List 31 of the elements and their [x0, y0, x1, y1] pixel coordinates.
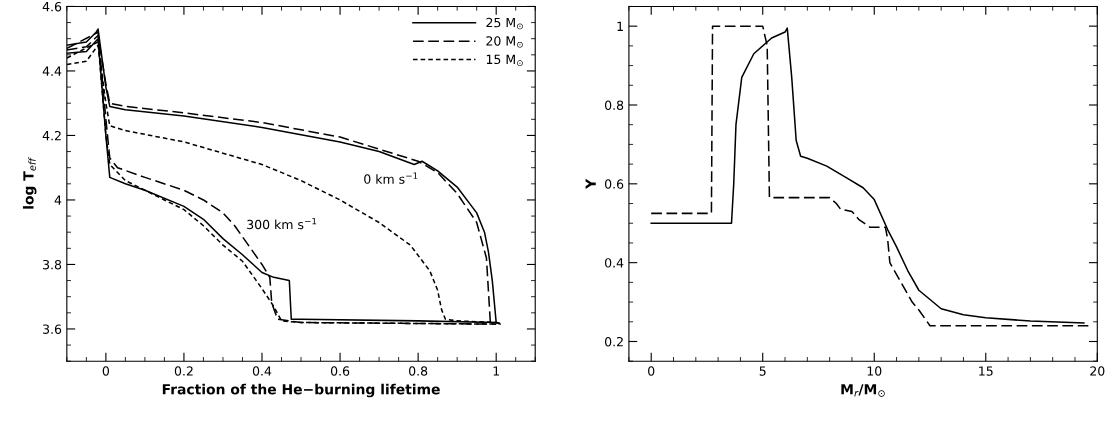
legend-label: 20 M$_{⊙}$ [486, 36, 523, 48]
x-tick-label: 15 [979, 366, 993, 376]
x-tick-label: 0 [102, 366, 110, 376]
annotation: 300 km s$^{−1}$ [247, 217, 317, 230]
y-tick-label: 0.8 [604, 100, 624, 110]
y-tick-label: 4 [54, 195, 62, 205]
y-tick-label: 1 [617, 21, 623, 31]
legend-label: 25 M$_{⊙}$ [486, 17, 523, 30]
x-tick-label: 0.2 [174, 366, 193, 376]
y-tick-label: 3.6 [43, 324, 62, 334]
x-axis-title: Fraction of the He−burning lifetime [162, 383, 440, 398]
x-tick-label: 20 [1090, 366, 1105, 376]
x-tick-label: 0 [648, 366, 655, 376]
y-tick-label: 0.6 [604, 179, 624, 189]
y-tick-label: 0.4 [604, 258, 624, 268]
y-tick-label: 0.2 [604, 336, 623, 347]
x-tick-label: 1 [493, 366, 500, 376]
y-tick-label: 4.6 [42, 1, 62, 12]
x-axis-title: M$_{r}$/M$_{⊙}$ [841, 384, 885, 397]
x-tick-label: 5 [759, 366, 766, 376]
y-tick-label: 4.2 [42, 130, 61, 141]
y-axis-title: log T$_{eff}$ [22, 157, 37, 209]
y-tick-label: 3.8 [43, 259, 62, 270]
annotation: 0 km s$^{−1}$ [364, 172, 418, 184]
x-tick-label: 0.4 [252, 366, 272, 376]
y-axis-title: Y [585, 178, 596, 189]
x-tick-label: 10 [867, 366, 882, 376]
x-tick-label: 0.8 [409, 366, 428, 376]
legend-label: 15 M$_{⊙}$ [486, 54, 523, 67]
y-tick-label: 4.4 [42, 66, 62, 76]
x-tick-label: 0.6 [330, 366, 350, 376]
